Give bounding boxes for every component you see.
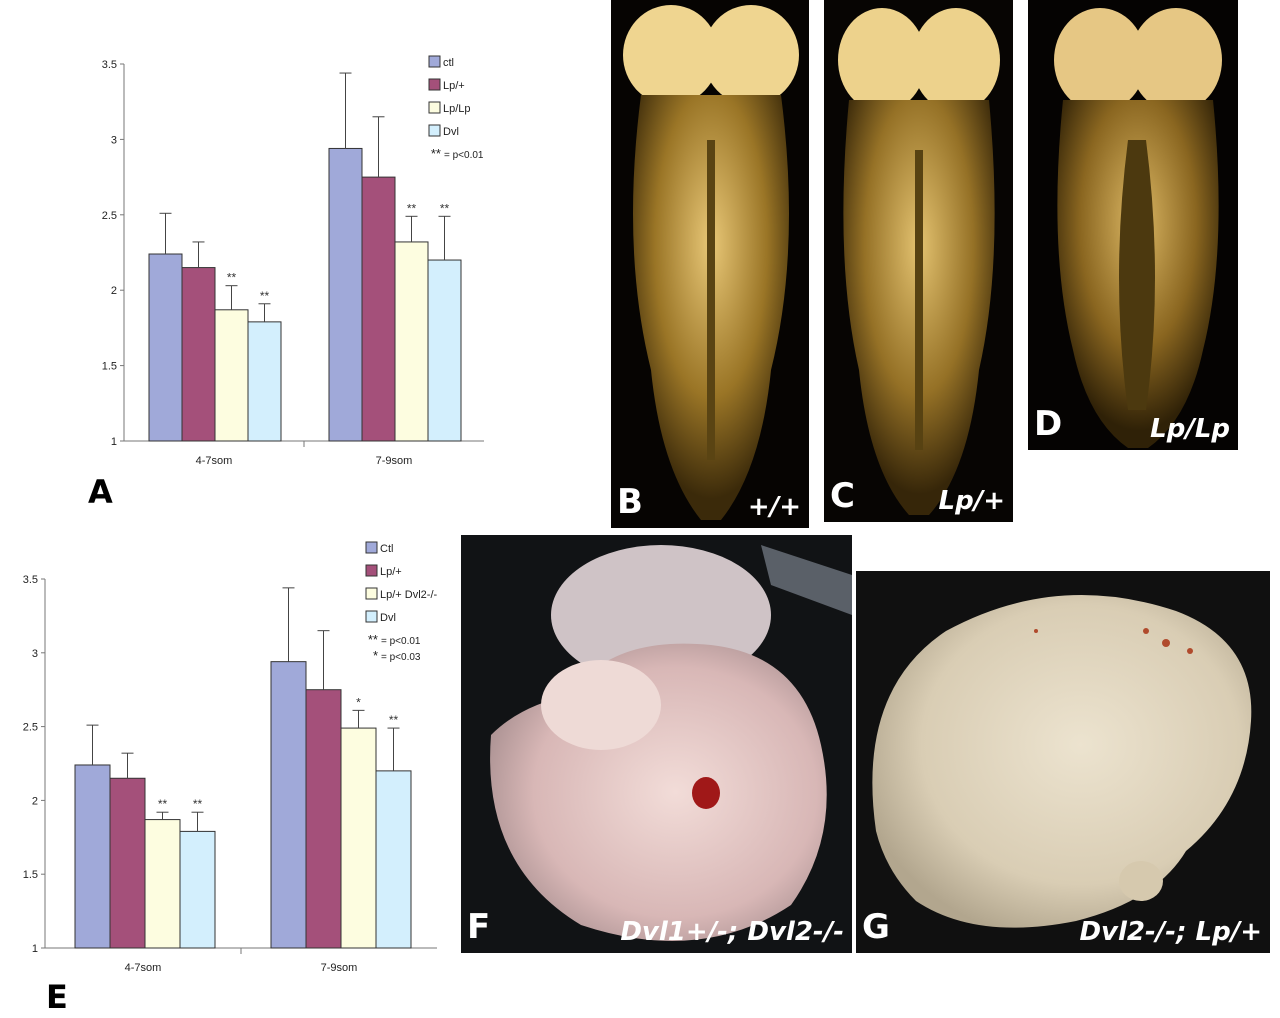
chart-a-legend-swatch xyxy=(428,78,441,91)
chart-e-bar xyxy=(305,689,342,949)
chart-e-legend-note-symbol: ** xyxy=(368,632,378,647)
panel-letter-d: D xyxy=(1034,404,1063,444)
panel-letter-f: F xyxy=(467,907,491,947)
chart-a-legend-note: = p<0.01 xyxy=(444,150,484,161)
chart-e-bar xyxy=(270,661,307,949)
chart-e-legend-label: Dvl xyxy=(380,612,396,624)
genotype-label-g: Dvl2-/-; Lp/+ xyxy=(1079,917,1262,947)
chart-a-y-tick-label: 1 xyxy=(111,436,117,448)
chart-a-y-tick-label: 2 xyxy=(111,285,117,297)
chart-e-legend-label: Lp/+ xyxy=(380,566,402,578)
chart-e-legend-swatch xyxy=(365,587,378,600)
chart-e-bar xyxy=(179,830,216,949)
chart-a-legend-swatch xyxy=(428,101,441,114)
chart-a: 1 1.5 2 2.5 3 3.5 4-7som ** ** 7-9som ** ** ctl Lp/+ L… xyxy=(102,55,484,467)
chart-a-bar xyxy=(361,176,396,442)
chart-e-bar xyxy=(340,727,377,949)
embryo-photo-d: D Lp/Lp xyxy=(1028,0,1238,450)
chart-a-significance-label: ** xyxy=(227,271,237,285)
chart-a-significance-label: ** xyxy=(407,201,417,215)
chart-e-legend-swatch xyxy=(365,564,378,577)
embryo-photo-f: F Dvl1+/-; Dvl2-/- xyxy=(461,535,852,953)
chart-e-bar xyxy=(144,819,181,949)
chart-e-significance-label: * xyxy=(356,695,361,709)
panel-letter-g: G xyxy=(862,907,890,947)
genotype-label-c: Lp/+ xyxy=(938,486,1005,516)
chart-a-bar xyxy=(394,241,429,442)
chart-a-legend-label: Lp/Lp xyxy=(443,103,471,115)
chart-e-significance-label: ** xyxy=(389,713,399,727)
embryo-photo-g: G Dvl2-/-; Lp/+ xyxy=(856,571,1270,953)
chart-e-y-tick-label: 3 xyxy=(32,648,38,660)
chart-a-legend-label: ctl xyxy=(443,57,454,69)
chart-e-bar xyxy=(109,777,146,949)
chart-a-y-tick-label: 1.5 xyxy=(102,361,117,373)
chart-a-legend-swatch xyxy=(428,55,441,68)
panel-letter-b: B xyxy=(617,482,643,522)
embryo-photo-b: B +/+ xyxy=(611,0,809,528)
chart-e-legend-note-symbol: * xyxy=(373,648,378,663)
chart-a-bar xyxy=(427,259,462,442)
embryo-c-illustration xyxy=(838,8,1000,515)
chart-e-significance-label: ** xyxy=(158,797,168,811)
chart-a-legend-label: Dvl xyxy=(443,126,459,138)
panel-letter-c: C xyxy=(830,476,855,516)
chart-e-legend-label: Ctl xyxy=(380,543,393,555)
chart-e-bar xyxy=(74,764,111,949)
chart-e-x-tick-label: 7-9som xyxy=(321,962,358,974)
embryo-photo-c: C Lp/+ xyxy=(824,0,1013,522)
chart-a-y-tick-label: 3 xyxy=(111,134,117,146)
genotype-label-b: +/+ xyxy=(747,492,801,522)
chart-a-significance-label: ** xyxy=(260,289,270,303)
chart-a-x-tick-label: 4-7som xyxy=(196,455,233,467)
embryo-f-illustration xyxy=(490,545,852,941)
chart-e-legend-label: Lp/+ Dvl2-/- xyxy=(380,589,437,601)
chart-e-y-tick-label: 2 xyxy=(32,795,38,807)
chart-a-legend-swatch xyxy=(428,124,441,137)
chart-e-legend-swatch xyxy=(365,610,378,623)
panel-letter-a: A xyxy=(88,473,113,511)
chart-a-legend-label: Lp/+ xyxy=(443,80,465,92)
chart-a-bar xyxy=(247,321,282,442)
embryo-g-illustration xyxy=(872,595,1252,928)
chart-a-x-tick-label: 7-9som xyxy=(376,455,413,467)
chart-a-bar xyxy=(181,267,216,442)
genotype-label-d: Lp/Lp xyxy=(1150,414,1230,444)
chart-e: 11.522.533.54-7som** **7-9som***CtlLp/+Lp… xyxy=(23,541,437,974)
chart-a-significance-label: ** xyxy=(440,201,450,215)
embryo-b-illustration xyxy=(623,5,799,520)
chart-a-bar xyxy=(214,309,249,442)
chart-e-y-tick-label: 3.5 xyxy=(23,574,38,586)
chart-e-legend-note: = p<0.01 xyxy=(381,636,421,647)
embryo-d-illustration xyxy=(1054,8,1222,448)
chart-e-bar xyxy=(375,770,412,949)
chart-e-y-tick-label: 2.5 xyxy=(23,722,38,734)
chart-e-x-tick-label: 4-7som xyxy=(125,962,162,974)
chart-e-legend-swatch xyxy=(365,541,378,554)
chart-a-bar xyxy=(328,147,363,442)
chart-e-y-tick-label: 1.5 xyxy=(23,869,38,881)
chart-e-legend-note: = p<0.03 xyxy=(381,652,421,663)
chart-a-y-tick-label: 2.5 xyxy=(102,210,117,222)
chart-a-bar xyxy=(148,253,183,442)
chart-a-y-tick-label: 3.5 xyxy=(102,59,117,71)
genotype-label-f: Dvl1+/-; Dvl2-/- xyxy=(620,917,844,947)
chart-e-y-tick-label: 1 xyxy=(32,943,38,955)
panel-letter-e: E xyxy=(46,978,68,1016)
chart-e-significance-label: ** xyxy=(193,797,203,811)
chart-a-legend-note-symbol: ** xyxy=(431,146,441,161)
